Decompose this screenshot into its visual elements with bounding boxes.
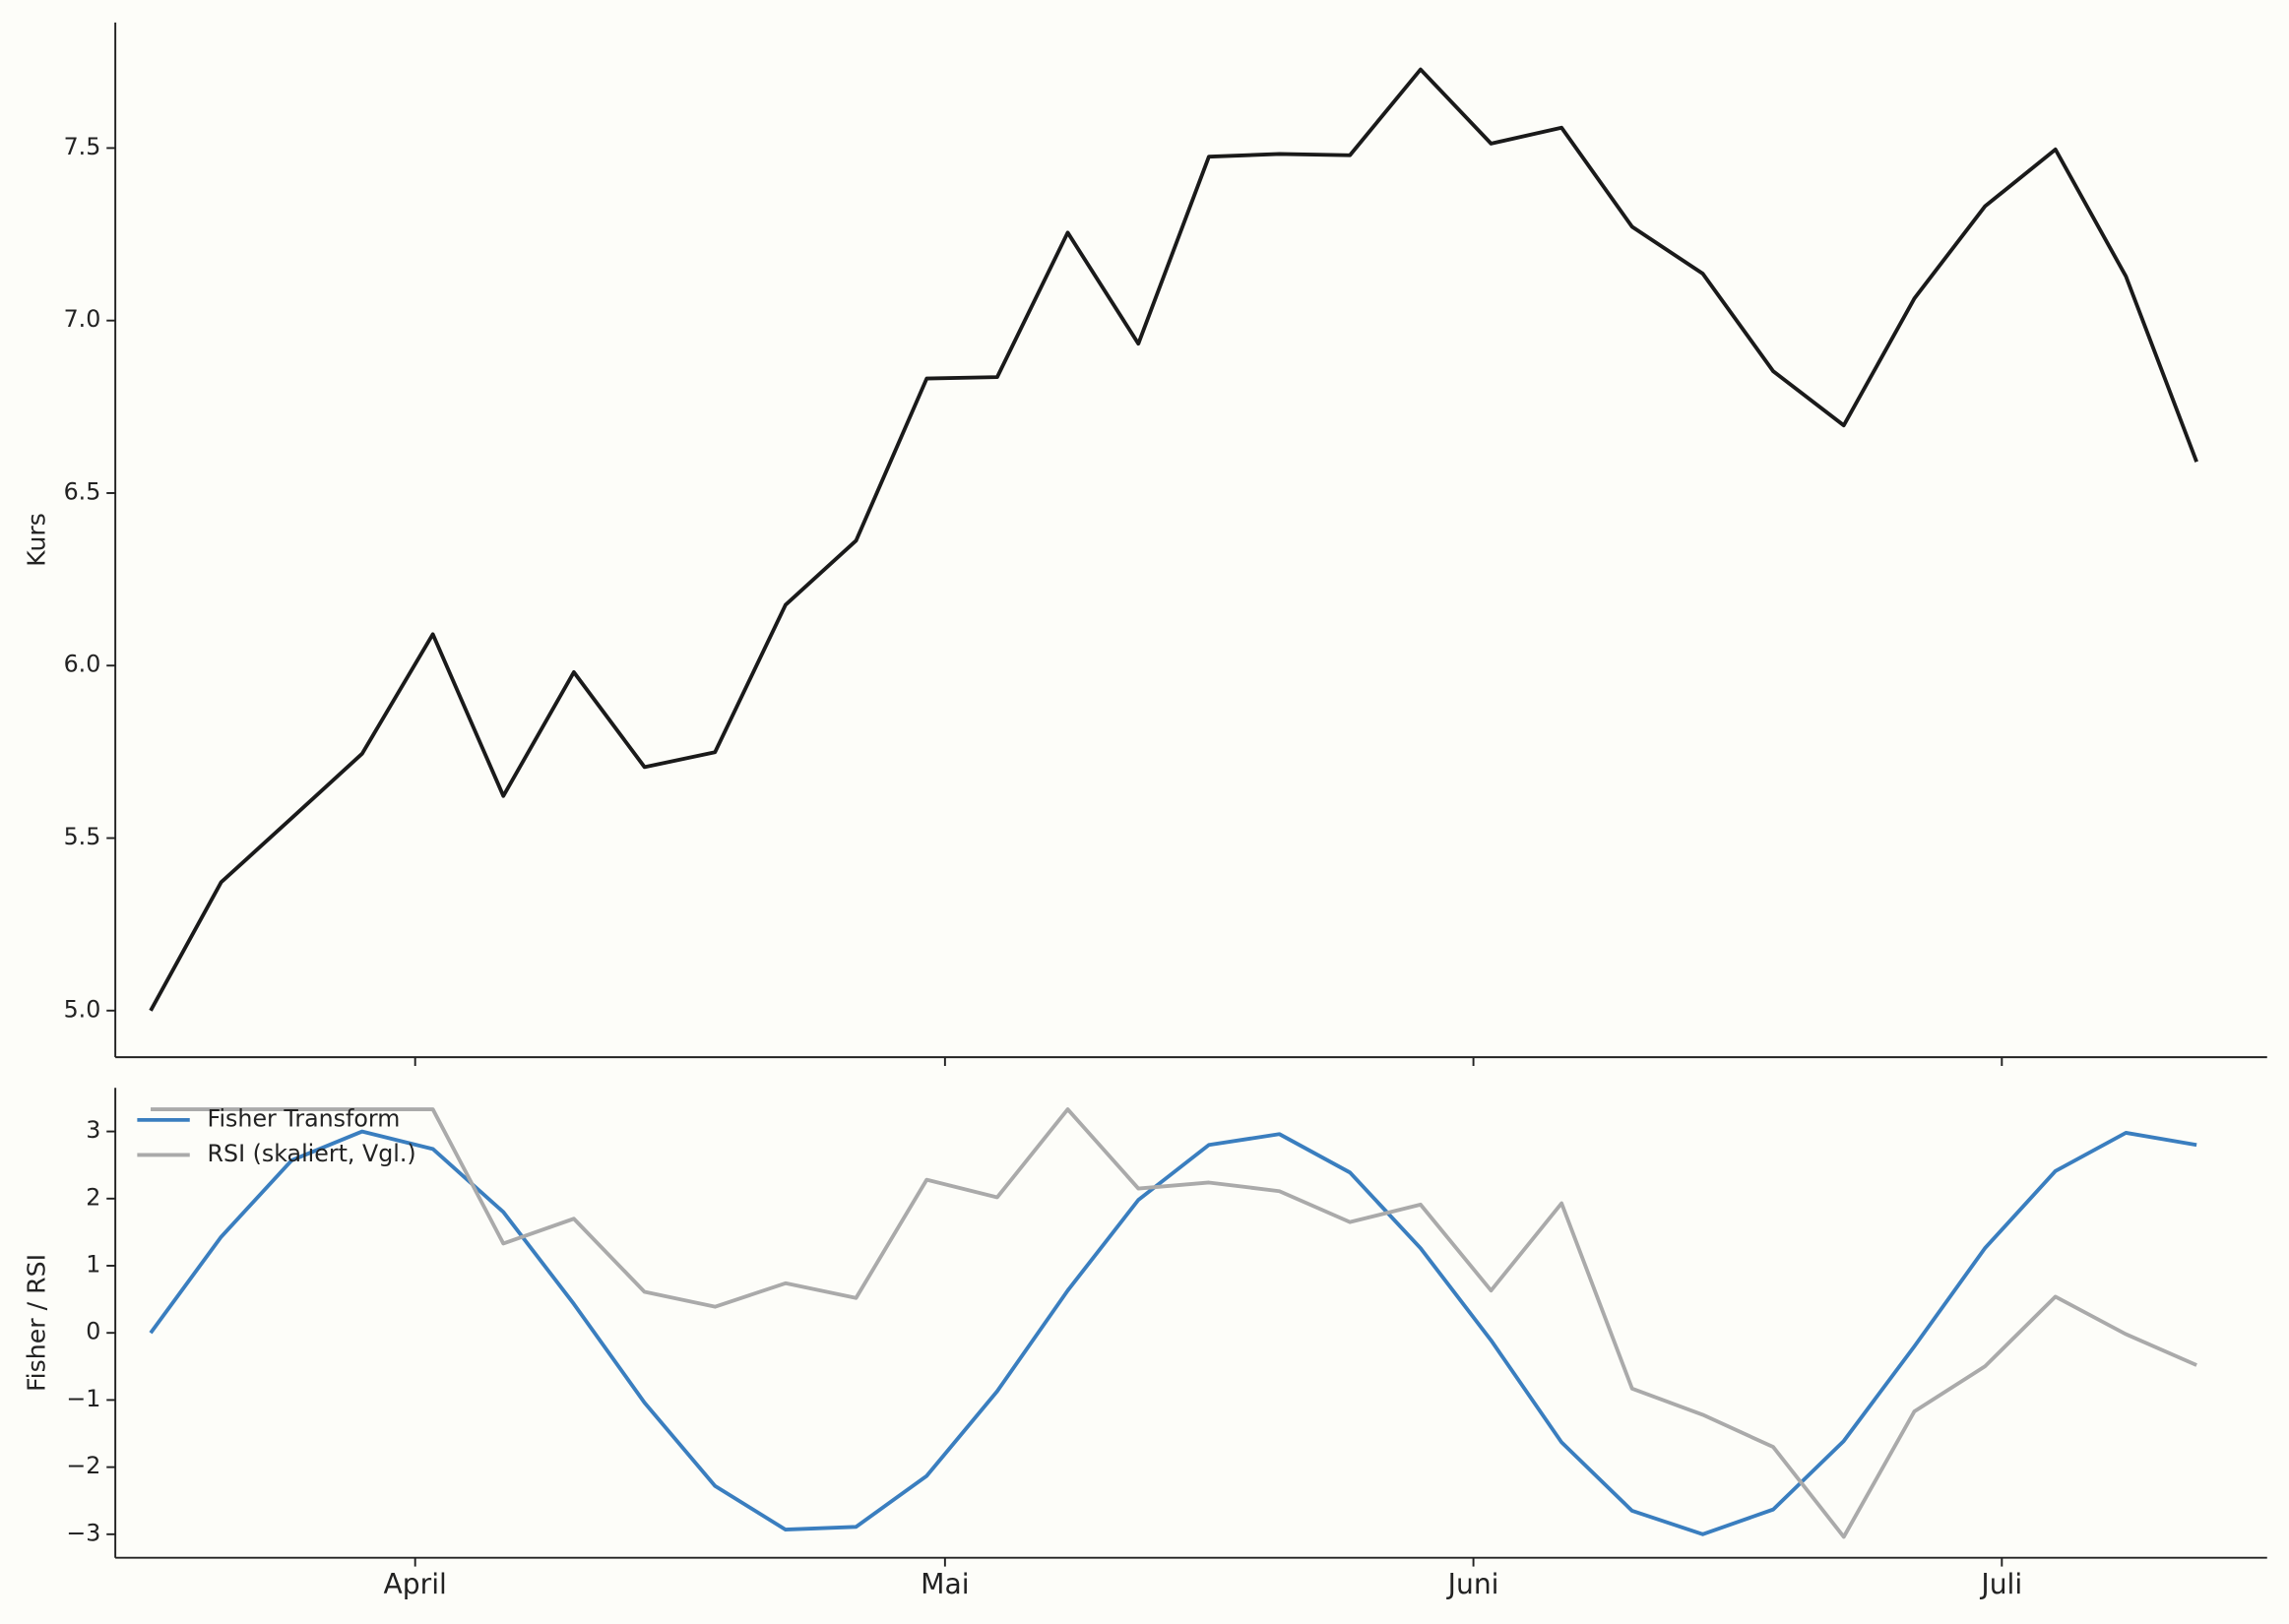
y-tick-label: 6.0 (64, 651, 101, 678)
y-axis-label: Kurs (23, 513, 51, 567)
y-tick-label: 3 (86, 1116, 100, 1144)
y-tick-label: 7.5 (64, 133, 101, 160)
line-series (149, 67, 2198, 1012)
x-tick-label: April (384, 1568, 447, 1600)
legend-label: Fisher Transform (208, 1104, 401, 1132)
y-tick-label: −3 (66, 1519, 100, 1546)
y-tick-label: 7.0 (64, 305, 101, 333)
y-tick-label: 2 (86, 1183, 100, 1211)
y-tick-label: 6.5 (64, 477, 101, 505)
y-tick-label: 5.0 (64, 995, 101, 1023)
legend-label: RSI (skaliert, Vgl.) (208, 1140, 416, 1167)
y-axis-label: Fisher / RSI (23, 1254, 51, 1392)
x-tick-label: Juli (1979, 1568, 2022, 1600)
line-series (149, 1129, 2197, 1536)
y-tick-label: 1 (86, 1250, 100, 1278)
y-tick-label: −1 (66, 1385, 100, 1412)
line-series (151, 1107, 2197, 1539)
y-tick-label: −2 (66, 1452, 100, 1479)
y-tick-label: 0 (86, 1318, 100, 1345)
y-tick-label: 5.5 (64, 823, 101, 850)
x-tick-label: Mai (921, 1568, 969, 1600)
x-tick-label: Juni (1446, 1568, 1499, 1600)
